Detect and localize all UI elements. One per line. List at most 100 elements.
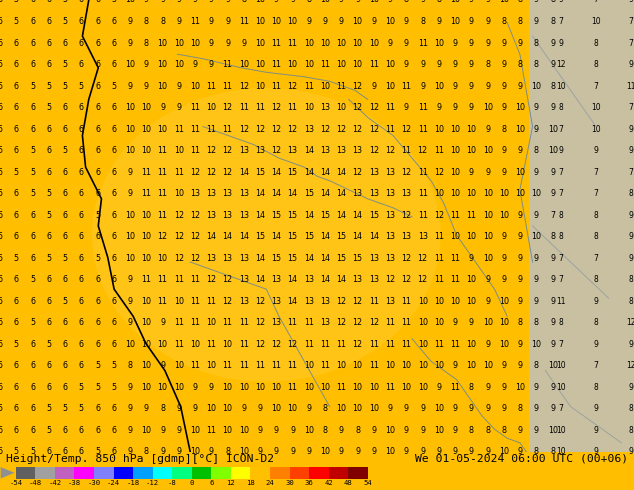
Text: 6: 6 [46, 60, 51, 69]
Text: 9: 9 [559, 39, 564, 48]
Text: 6: 6 [46, 124, 51, 134]
Text: 6: 6 [95, 426, 100, 435]
Text: 9: 9 [436, 103, 441, 112]
Text: 11: 11 [401, 146, 411, 155]
Text: 9: 9 [176, 0, 181, 4]
Text: 10: 10 [190, 426, 200, 435]
Text: 42: 42 [324, 480, 333, 486]
Text: 11: 11 [206, 81, 216, 91]
Text: 5: 5 [46, 103, 51, 112]
Text: 10: 10 [467, 361, 476, 370]
Text: 5: 5 [30, 447, 35, 456]
Text: 9: 9 [469, 103, 474, 112]
Text: 8: 8 [628, 296, 633, 306]
Text: 11: 11 [450, 340, 460, 349]
Text: 9: 9 [160, 426, 165, 435]
Text: 10: 10 [434, 361, 444, 370]
Text: 13: 13 [239, 189, 249, 198]
Text: 14: 14 [255, 189, 265, 198]
Text: 12: 12 [206, 168, 216, 176]
Text: 11: 11 [239, 103, 249, 112]
Text: 8: 8 [144, 17, 149, 26]
Text: 9: 9 [453, 60, 458, 69]
Text: 12: 12 [288, 81, 298, 91]
Text: 9: 9 [534, 275, 539, 284]
Text: 10: 10 [434, 39, 444, 48]
Text: 12: 12 [369, 146, 379, 155]
Text: 10: 10 [353, 383, 363, 392]
Text: 12: 12 [418, 254, 428, 263]
Text: 6: 6 [14, 383, 19, 392]
Text: 9: 9 [593, 447, 598, 456]
Text: 12: 12 [271, 124, 281, 134]
Text: 9: 9 [550, 383, 555, 392]
Text: 10: 10 [450, 168, 460, 176]
Text: 6: 6 [0, 426, 3, 435]
Text: 15: 15 [320, 211, 330, 220]
Text: 9: 9 [339, 0, 344, 4]
Text: 9: 9 [550, 39, 555, 48]
Text: 6: 6 [209, 480, 214, 486]
Text: 12: 12 [353, 81, 363, 91]
Text: 12: 12 [255, 124, 265, 134]
Bar [348, 467, 368, 479]
Text: 9: 9 [559, 146, 564, 155]
Text: 9: 9 [517, 81, 523, 91]
Text: 6: 6 [79, 232, 84, 241]
Text: 5: 5 [14, 254, 19, 263]
Text: 11: 11 [271, 39, 281, 48]
Text: 6: 6 [95, 146, 100, 155]
Text: 13: 13 [385, 189, 395, 198]
Text: 7: 7 [559, 168, 564, 176]
Text: 10: 10 [531, 232, 541, 241]
Text: 8: 8 [436, 0, 441, 4]
Text: 9: 9 [485, 447, 490, 456]
Text: 6: 6 [14, 103, 19, 112]
Text: 10: 10 [141, 232, 152, 241]
Text: 6: 6 [0, 447, 3, 456]
Text: 9: 9 [242, 39, 247, 48]
Text: 13: 13 [418, 232, 428, 241]
Text: 10: 10 [320, 0, 330, 4]
Text: 9: 9 [436, 17, 441, 26]
Text: 11: 11 [369, 60, 379, 69]
Text: 8: 8 [225, 447, 230, 456]
Text: 6: 6 [0, 275, 3, 284]
Text: 9: 9 [127, 189, 133, 198]
Text: 5: 5 [0, 232, 3, 241]
Text: 9: 9 [176, 17, 181, 26]
Text: 5: 5 [0, 124, 3, 134]
Text: 9: 9 [436, 383, 441, 392]
Text: 8: 8 [550, 81, 555, 91]
Text: 6: 6 [30, 296, 35, 306]
Text: 13: 13 [304, 275, 314, 284]
Text: 11: 11 [450, 275, 460, 284]
Text: 12: 12 [336, 124, 346, 134]
Text: 9: 9 [160, 361, 165, 370]
Text: 6: 6 [30, 17, 35, 26]
Text: 10: 10 [320, 447, 330, 456]
Text: 11: 11 [288, 318, 297, 327]
Text: 6: 6 [30, 404, 35, 413]
Text: 10: 10 [206, 103, 216, 112]
Text: 9: 9 [306, 404, 311, 413]
Text: 12: 12 [369, 124, 379, 134]
Text: 10: 10 [369, 0, 379, 4]
Text: 6: 6 [112, 211, 116, 220]
Text: 13: 13 [385, 211, 395, 220]
Text: 10: 10 [467, 232, 476, 241]
Text: 10: 10 [418, 340, 428, 349]
Text: 9: 9 [453, 81, 458, 91]
Text: 10: 10 [158, 81, 167, 91]
Text: 11: 11 [288, 383, 297, 392]
Text: 8: 8 [160, 17, 165, 26]
Text: 13: 13 [288, 146, 297, 155]
Text: 7: 7 [593, 189, 598, 198]
Text: 6: 6 [63, 426, 68, 435]
Text: 13: 13 [271, 275, 281, 284]
Text: 11: 11 [206, 426, 216, 435]
Text: 6: 6 [30, 361, 35, 370]
Text: 11: 11 [255, 361, 265, 370]
Text: 6: 6 [63, 39, 68, 48]
Text: 5: 5 [63, 404, 68, 413]
